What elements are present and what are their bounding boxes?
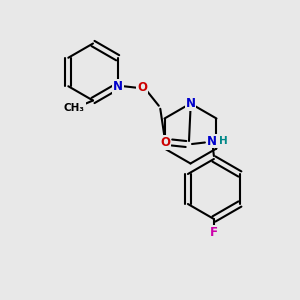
Text: N: N: [113, 80, 123, 93]
Text: O: O: [160, 136, 170, 149]
Text: F: F: [210, 226, 218, 239]
Text: O: O: [137, 81, 147, 94]
Text: N: N: [207, 134, 217, 148]
Text: H: H: [218, 136, 227, 146]
Text: N: N: [185, 97, 196, 110]
Text: CH₃: CH₃: [64, 103, 85, 113]
